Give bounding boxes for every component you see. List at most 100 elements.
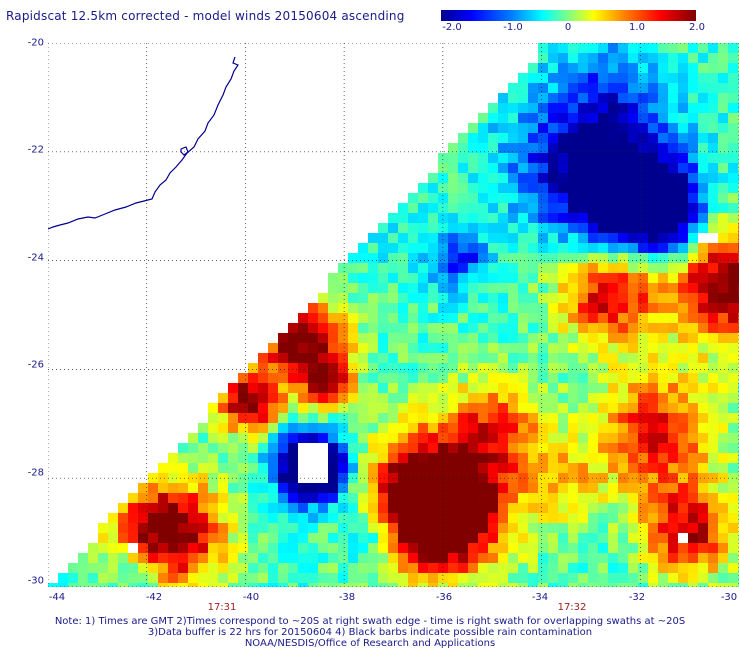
swath-cell [398, 533, 408, 543]
swath-cell [418, 393, 428, 403]
swath-cell [548, 133, 558, 143]
swath-cell [498, 523, 508, 533]
swath-cell [568, 343, 578, 353]
swath-cell [548, 313, 558, 323]
swath-cell [368, 343, 378, 353]
swath-cell [688, 43, 698, 53]
swath-cell [498, 203, 508, 213]
swath-cell [718, 393, 728, 403]
swath-cell [348, 353, 358, 363]
swath-cell [258, 523, 268, 533]
swath-cell [568, 443, 578, 453]
swath-cell [558, 323, 568, 333]
swath-cell [598, 63, 608, 73]
swath-cell [678, 193, 688, 203]
swath-cell [698, 43, 708, 53]
swath-cell [668, 63, 678, 73]
swath-cell [448, 513, 458, 523]
swath-cell [588, 213, 598, 223]
swath-cell [278, 403, 288, 413]
swath-cell [478, 393, 488, 403]
swath-cell [448, 533, 458, 543]
swath-cell [658, 183, 668, 193]
swath-cell [548, 73, 558, 83]
swath-cell [338, 383, 348, 393]
swath-cell [378, 463, 388, 473]
swath-cell [378, 413, 388, 423]
swath-cell [198, 543, 208, 553]
swath-cell [568, 213, 578, 223]
swath-cell [668, 93, 678, 103]
swath-cell [608, 263, 618, 273]
swath-cell [718, 353, 728, 363]
swath-cell [178, 453, 188, 463]
swath-cell [548, 103, 558, 113]
swath-cell [578, 523, 588, 533]
swath-cell [398, 433, 408, 443]
swath-cell [508, 373, 518, 383]
swath-cell [508, 583, 518, 587]
swath-cell [478, 233, 488, 243]
swath-cell [568, 563, 578, 573]
swath-cell [508, 153, 518, 163]
swath-cell [718, 83, 728, 93]
swath-cell [638, 303, 648, 313]
swath-cell [358, 343, 368, 353]
swath-cell [328, 503, 338, 513]
swath-cell [638, 53, 648, 63]
swath-cell [468, 173, 478, 183]
lon-label: -38 [338, 592, 356, 603]
swath-cell [278, 333, 288, 343]
swath-cell [378, 423, 388, 433]
swath-cell [688, 203, 698, 213]
swath-cell [698, 313, 708, 323]
swath-cell [638, 523, 648, 533]
swath-cell [458, 223, 468, 233]
swath-cell [728, 93, 738, 103]
swath-cell [498, 193, 508, 203]
swath-cell [558, 223, 568, 233]
swath-cell [688, 243, 698, 253]
swath-cell [578, 433, 588, 443]
swath-cell [368, 403, 378, 413]
swath-cell [528, 313, 538, 323]
swath-cell [178, 563, 188, 573]
swath-cell [558, 123, 568, 133]
swath-cell [338, 343, 348, 353]
swath-cell [228, 533, 238, 543]
swath-cell [308, 383, 318, 393]
swath-cell [678, 413, 688, 423]
swath-cell [678, 583, 688, 587]
swath-cell [478, 453, 488, 463]
swath-cell [588, 103, 598, 113]
swath-cell [578, 123, 588, 133]
swath-cell [448, 403, 458, 413]
swath-cell [288, 423, 298, 433]
swath-cell [728, 263, 738, 273]
swath-cell [338, 493, 348, 503]
swath-cell [708, 583, 718, 587]
swath-cell [518, 113, 528, 123]
swath-cell [628, 43, 638, 53]
swath-cell [548, 143, 558, 153]
swath-cell [698, 373, 708, 383]
swath-cell [728, 173, 738, 183]
swath-cell [618, 223, 628, 233]
swath-cell [358, 293, 368, 303]
swath-cell [398, 483, 408, 493]
swath-cell [628, 453, 638, 463]
swath-cell [298, 313, 308, 323]
swath-cell [388, 503, 398, 513]
swath-cell [368, 243, 378, 253]
swath-cell [738, 73, 739, 83]
swath-cell [408, 193, 418, 203]
swath-cell [518, 203, 528, 213]
swath-cell [628, 433, 638, 443]
swath-cell [408, 483, 418, 493]
swath-cell [678, 433, 688, 443]
swath-cell [68, 583, 78, 587]
swath-cell [318, 373, 328, 383]
swath-cell [628, 553, 638, 563]
swath-cell [488, 233, 498, 243]
swath-cell [368, 253, 378, 263]
